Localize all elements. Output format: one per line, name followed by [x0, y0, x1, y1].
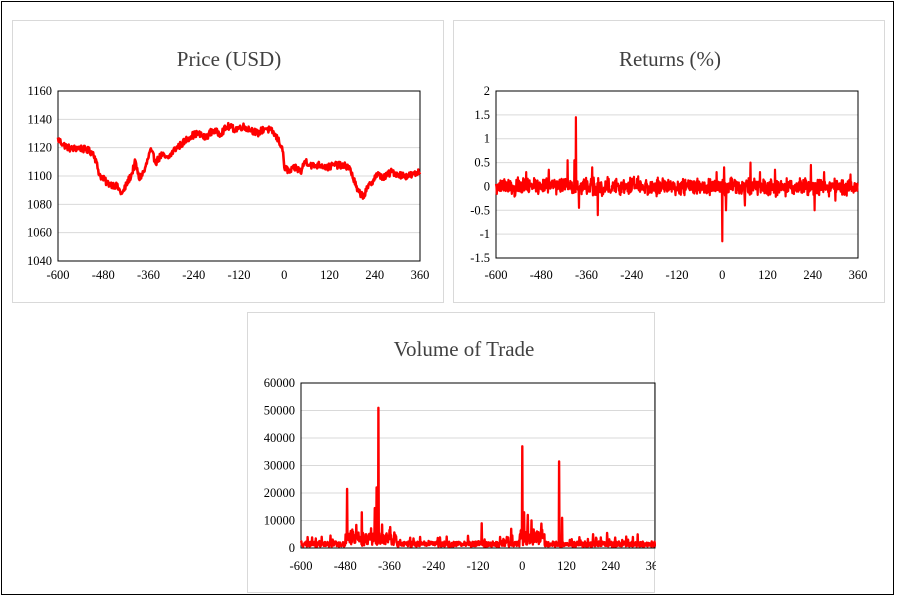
returns-chart-panel: Returns (%) -1.5 -1 -0.5 0 0.5 1 1.5 2 -600 -480… — [453, 20, 885, 303]
returns-x-tick-label: 360 — [849, 268, 868, 282]
price-chart-title: Price (USD) — [177, 47, 281, 71]
price-x-tick-label: 240 — [365, 268, 384, 282]
returns-y-tick-label: -1.5 — [470, 251, 490, 265]
volume-chart: Volume of Trade 0 10000 20000 30000 40000 500… — [264, 337, 656, 573]
volume-y-tick-label: 50000 — [264, 404, 295, 418]
volume-series-line — [299, 406, 656, 548]
price-y-tick-label: 1100 — [27, 169, 52, 183]
returns-x-tick-label: -360 — [575, 268, 598, 282]
returns-y-tick-label: 1.5 — [474, 108, 490, 122]
returns-y-tick-label: -1 — [480, 227, 490, 241]
volume-x-tick-label: -120 — [467, 559, 490, 573]
returns-x-tick-label: -600 — [485, 268, 508, 282]
returns-x-tick-label: -480 — [530, 268, 553, 282]
volume-x-tick-label: 360 — [646, 559, 656, 573]
returns-series-line — [494, 116, 859, 243]
price-x-tick-label: -240 — [182, 268, 205, 282]
returns-chart-title: Returns (%) — [619, 47, 721, 71]
price-series-line — [56, 121, 422, 200]
price-y-tick-label: 1040 — [27, 254, 52, 268]
price-y-tick-label: 1120 — [27, 141, 52, 155]
returns-y-tick-label: 0.5 — [474, 156, 490, 170]
volume-x-tick-label: -240 — [422, 559, 445, 573]
returns-y-tick-label: 1 — [484, 132, 490, 146]
volume-x-tick-label: 0 — [519, 559, 525, 573]
price-x-tick-label: 360 — [411, 268, 430, 282]
volume-chart-title: Volume of Trade — [394, 337, 535, 361]
price-x-tick-label: -120 — [228, 268, 251, 282]
returns-y-tick-label: -0.5 — [470, 203, 490, 217]
price-x-tick-label: -600 — [47, 268, 70, 282]
volume-x-tick-label: 120 — [557, 559, 576, 573]
price-chart: Price (USD) 1040 1060 1080 1100 1120 1140 1160… — [27, 47, 430, 282]
volume-chart-panel: Volume of Trade 0 10000 20000 30000 40000 500… — [247, 312, 656, 593]
price-y-tick-label: 1080 — [27, 197, 52, 211]
returns-x-tick-label: 120 — [758, 268, 777, 282]
volume-x-tick-label: 240 — [601, 559, 620, 573]
volume-x-tick-label: -360 — [378, 559, 401, 573]
returns-plot-area — [495, 90, 859, 259]
returns-y-tick-label: 0 — [484, 179, 490, 193]
price-x-tick-label: -360 — [137, 268, 160, 282]
price-y-tick-label: 1160 — [27, 84, 52, 98]
volume-x-tick-label: -480 — [334, 559, 357, 573]
volume-y-tick-label: 10000 — [264, 514, 295, 528]
price-y-tick-label: 1060 — [27, 226, 52, 240]
price-x-tick-label: 120 — [320, 268, 339, 282]
returns-y-tick-label: 2 — [484, 84, 490, 98]
returns-x-tick-label: 240 — [803, 268, 822, 282]
volume-y-tick-label: 20000 — [264, 486, 295, 500]
returns-chart: Returns (%) -1.5 -1 -0.5 0 0.5 1 1.5 2 -600 -480… — [470, 47, 868, 282]
returns-x-tick-label: -240 — [620, 268, 643, 282]
price-y-tick-label: 1140 — [27, 112, 52, 126]
returns-x-tick-label: -120 — [666, 268, 689, 282]
volume-y-tick-label: 30000 — [264, 459, 295, 473]
volume-x-tick-label: -600 — [290, 559, 313, 573]
price-x-tick-label: 0 — [281, 268, 287, 282]
volume-y-tick-label: 40000 — [264, 431, 295, 445]
volume-y-tick-label: 60000 — [264, 376, 295, 390]
volume-plot-area — [300, 382, 656, 549]
price-x-tick-label: -480 — [92, 268, 115, 282]
price-chart-panel: Price (USD) 1040 1060 1080 1100 1120 1140 1160… — [12, 20, 444, 303]
volume-y-tick-label: 0 — [289, 541, 295, 555]
returns-x-tick-label: 0 — [719, 268, 725, 282]
price-plot-area — [57, 90, 421, 262]
